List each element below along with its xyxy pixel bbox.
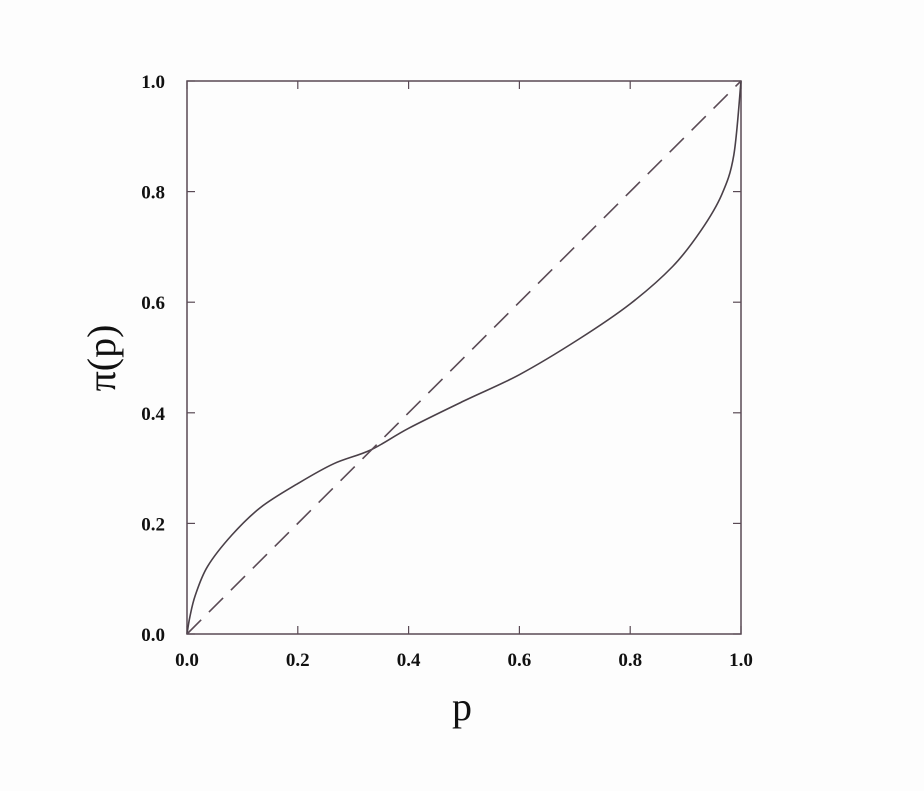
y-tick-label: 0.6: [141, 293, 165, 314]
identity-line: [186, 80, 742, 635]
y-axis-label: π(p): [79, 325, 124, 392]
plot-frame: [186, 80, 742, 635]
x-tick-label: 1.0: [729, 650, 753, 671]
y-tick-label: 0.4: [141, 404, 165, 425]
weighting-curve: [186, 80, 742, 635]
x-tick-label: 0.4: [397, 650, 421, 671]
y-tick-label: 0.8: [141, 183, 165, 204]
x-tick-label: 0.2: [286, 650, 310, 671]
y-tick-label: 0.0: [141, 625, 165, 646]
x-tick-label: 0.8: [618, 650, 642, 671]
x-axis-label: p: [452, 684, 472, 729]
y-tick-label: 1.0: [141, 72, 165, 93]
y-tick-label: 0.2: [141, 514, 165, 535]
x-tick-label: 0.6: [508, 650, 532, 671]
x-tick-label: 0.0: [175, 650, 199, 671]
